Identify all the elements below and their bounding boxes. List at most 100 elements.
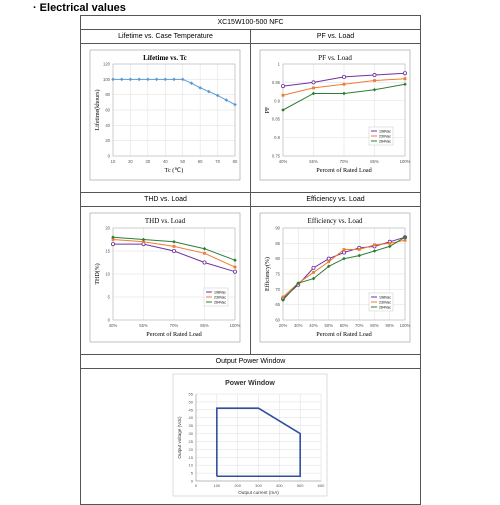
eff-data-point	[311, 276, 316, 281]
thd-xtick-label: 85%	[200, 323, 209, 328]
lifetime-ytick-label: 120	[103, 62, 111, 67]
pf-xtick-label: 85%	[370, 159, 379, 164]
window-ytick-label: 25	[189, 439, 194, 444]
pf-data-point	[342, 82, 346, 86]
thd-legend-label: 230Vac	[214, 295, 226, 299]
pf-xtick-label: 40%	[279, 159, 288, 164]
eff-legend-label: 198Vac	[379, 295, 391, 299]
pf-data-point	[403, 77, 407, 81]
lifetime-ytick-label: 80	[105, 92, 110, 97]
pf-data-point	[403, 82, 407, 87]
lifetime-xlabel: Tc (℃)	[165, 167, 184, 174]
eff-title: Efficiency vs. Load	[308, 217, 363, 225]
thd-data-point	[203, 251, 206, 255]
eff-data-point	[342, 250, 347, 255]
lifetime-xtick-label: 10	[111, 159, 116, 164]
window-xtick-label: 100	[213, 483, 220, 488]
eff-data-point	[326, 256, 331, 261]
lifetime-data-point	[146, 77, 150, 82]
window-header: Output Power Window	[79, 354, 422, 369]
lifetime-title: Lifetime vs. Tc	[143, 54, 187, 62]
window-ylabel: Output voltage (Vdc)	[177, 416, 182, 459]
window-ytick-label: 10	[189, 463, 194, 468]
eff-ytick-label: 70	[275, 287, 280, 292]
eff-ylabel: Efficiency(%)	[264, 257, 271, 291]
eff-data-point	[403, 238, 407, 242]
pf-data-point	[402, 71, 407, 76]
eff-xtick-label: 90%	[386, 323, 395, 328]
eff-ytick-label: 85	[275, 241, 280, 246]
lifetime-ylabel: Lifetime(khours)	[94, 90, 101, 131]
thd-data-point	[141, 237, 146, 242]
window-xtick-label: 400	[276, 483, 283, 488]
thd-data-point	[110, 242, 115, 247]
window-xlabel: Output current (mA)	[238, 490, 279, 495]
pf-ytick-label: 0.95	[272, 80, 281, 85]
thd-data-point	[202, 260, 207, 265]
thd-ytick-label: 10	[105, 272, 110, 277]
thd-data-point	[202, 246, 207, 251]
pf-data-point	[342, 74, 347, 79]
eff-legend-label: 230Vac	[379, 300, 391, 304]
eff-data-point	[342, 248, 346, 251]
eff-data-point	[281, 295, 285, 299]
pf-ytick-label: 0.9	[274, 98, 280, 103]
window-cell: Power Window 0 5 10 15 20 25 30 35 40 45 50 55 0 100 20…	[79, 368, 422, 505]
thd-ytick-label: 5	[108, 295, 111, 300]
thd-data-point	[172, 240, 176, 244]
pf-data-point	[372, 87, 377, 92]
lifetime-ytick-label: 0	[108, 154, 111, 159]
thd-data-point	[172, 245, 176, 248]
lifetime-data-point	[198, 85, 202, 90]
thd-ytick-label: 20	[105, 226, 110, 231]
eff-data-point	[357, 248, 361, 251]
eff-xlabel: Percent of Rated Load	[316, 331, 372, 338]
thd-cell: THD vs. Load 0 5 10 15 20 40% 55% 70% 85% 100% Perc…	[80, 206, 251, 355]
pf-legend-label: 230Vac	[379, 134, 391, 138]
window-xtick-label: 600	[318, 483, 325, 488]
eff-ytick-label: 65	[275, 302, 280, 307]
window-ytick-label: 45	[189, 407, 194, 412]
thd-data-point	[232, 269, 237, 274]
lifetime-chart-frame	[89, 49, 241, 181]
eff-header: Efficiency vs. Load	[249, 192, 422, 207]
eff-xtick-label: 30%	[294, 323, 303, 328]
lifetime-ytick-label: 20	[105, 138, 110, 143]
pf-xtick-label: 100%	[400, 159, 411, 164]
window-xtick-label: 300	[255, 483, 262, 488]
window-ytick-label: 0	[191, 479, 194, 484]
pf-xtick-label: 70%	[340, 159, 349, 164]
lifetime-header: Lifetime vs. Case Temperature	[80, 29, 251, 44]
pf-data-point	[281, 108, 285, 112]
section-bullet: ·	[33, 2, 37, 14]
thd-data-point	[172, 249, 177, 254]
eff-xtick-label: 40%	[309, 323, 318, 328]
eff-xtick-label: 70%	[355, 323, 364, 328]
thd-xlabel: Percent of Rated Load	[146, 331, 202, 338]
thd-data-point	[142, 240, 145, 244]
window-ytick-label: 50	[189, 399, 194, 404]
thd-ylabel: THD(%)	[94, 263, 101, 284]
pf-data-point	[311, 80, 316, 85]
pf-ytick-label: 1	[278, 62, 281, 67]
eff-xtick-label: 50%	[325, 323, 334, 328]
lifetime-xtick-label: 50	[180, 159, 185, 164]
pf-xtick-label: 55%	[309, 159, 318, 164]
thd-legend-label: 198Vac	[214, 290, 226, 294]
window-ytick-label: 40	[189, 415, 194, 420]
thd-legend-label: 264Vac	[214, 300, 226, 304]
pf-chart: PF vs. Load 0.75 0.8 0.85 0.9 0.95 1 40% 55% 70% 8…	[259, 49, 411, 181]
pf-data-point	[312, 86, 315, 90]
lifetime-data-point	[215, 93, 220, 98]
pf-title: PF vs. Load	[318, 54, 352, 62]
pf-chart-frame	[259, 49, 411, 181]
pf-legend-label: 264Vac	[379, 139, 391, 143]
eff-plot-area	[282, 227, 406, 321]
window-xtick-label: 0	[195, 483, 198, 488]
thd-xtick-label: 70%	[170, 323, 179, 328]
pf-data-point	[281, 93, 285, 97]
pf-ytick-label: 0.85	[272, 117, 281, 122]
eff-data-point	[387, 244, 392, 249]
thd-chart-frame	[89, 212, 241, 343]
window-xtick-label: 500	[297, 483, 304, 488]
